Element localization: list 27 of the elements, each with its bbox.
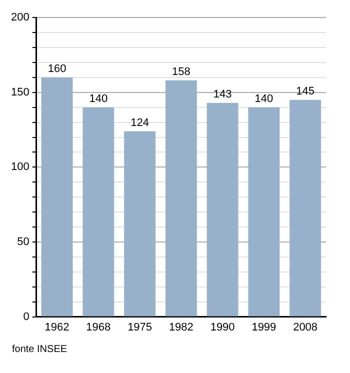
y-tick-label: 200	[10, 12, 30, 24]
x-tick-label: 1962	[44, 321, 70, 334]
data-label: 160	[48, 62, 66, 75]
data-label: 140	[89, 92, 108, 105]
x-tick-label: 1975	[128, 321, 152, 334]
x-tick-label: 1982	[168, 321, 194, 334]
bar	[41, 77, 73, 316]
y-tick-label: 0	[23, 310, 30, 323]
y-tick-label: 50	[17, 236, 30, 248]
bar	[124, 131, 156, 316]
data-label: 124	[130, 116, 149, 129]
x-tick-label: 1999	[252, 321, 276, 334]
data-label: 143	[213, 88, 232, 100]
y-tick-label: 100	[10, 161, 30, 174]
data-label: 158	[172, 66, 190, 78]
bar	[165, 80, 197, 316]
x-tick-label: 1968	[86, 321, 111, 334]
x-tick-label: 1990	[210, 321, 235, 334]
bar	[206, 102, 238, 316]
x-tick-label: 2008	[293, 321, 318, 334]
bar	[248, 107, 280, 316]
data-label: 140	[254, 92, 274, 105]
y-tick-label: 150	[10, 86, 30, 98]
bar	[290, 100, 322, 316]
data-label: 145	[296, 85, 314, 98]
source-note: fonte INSEE	[12, 344, 68, 355]
bar	[82, 107, 114, 316]
